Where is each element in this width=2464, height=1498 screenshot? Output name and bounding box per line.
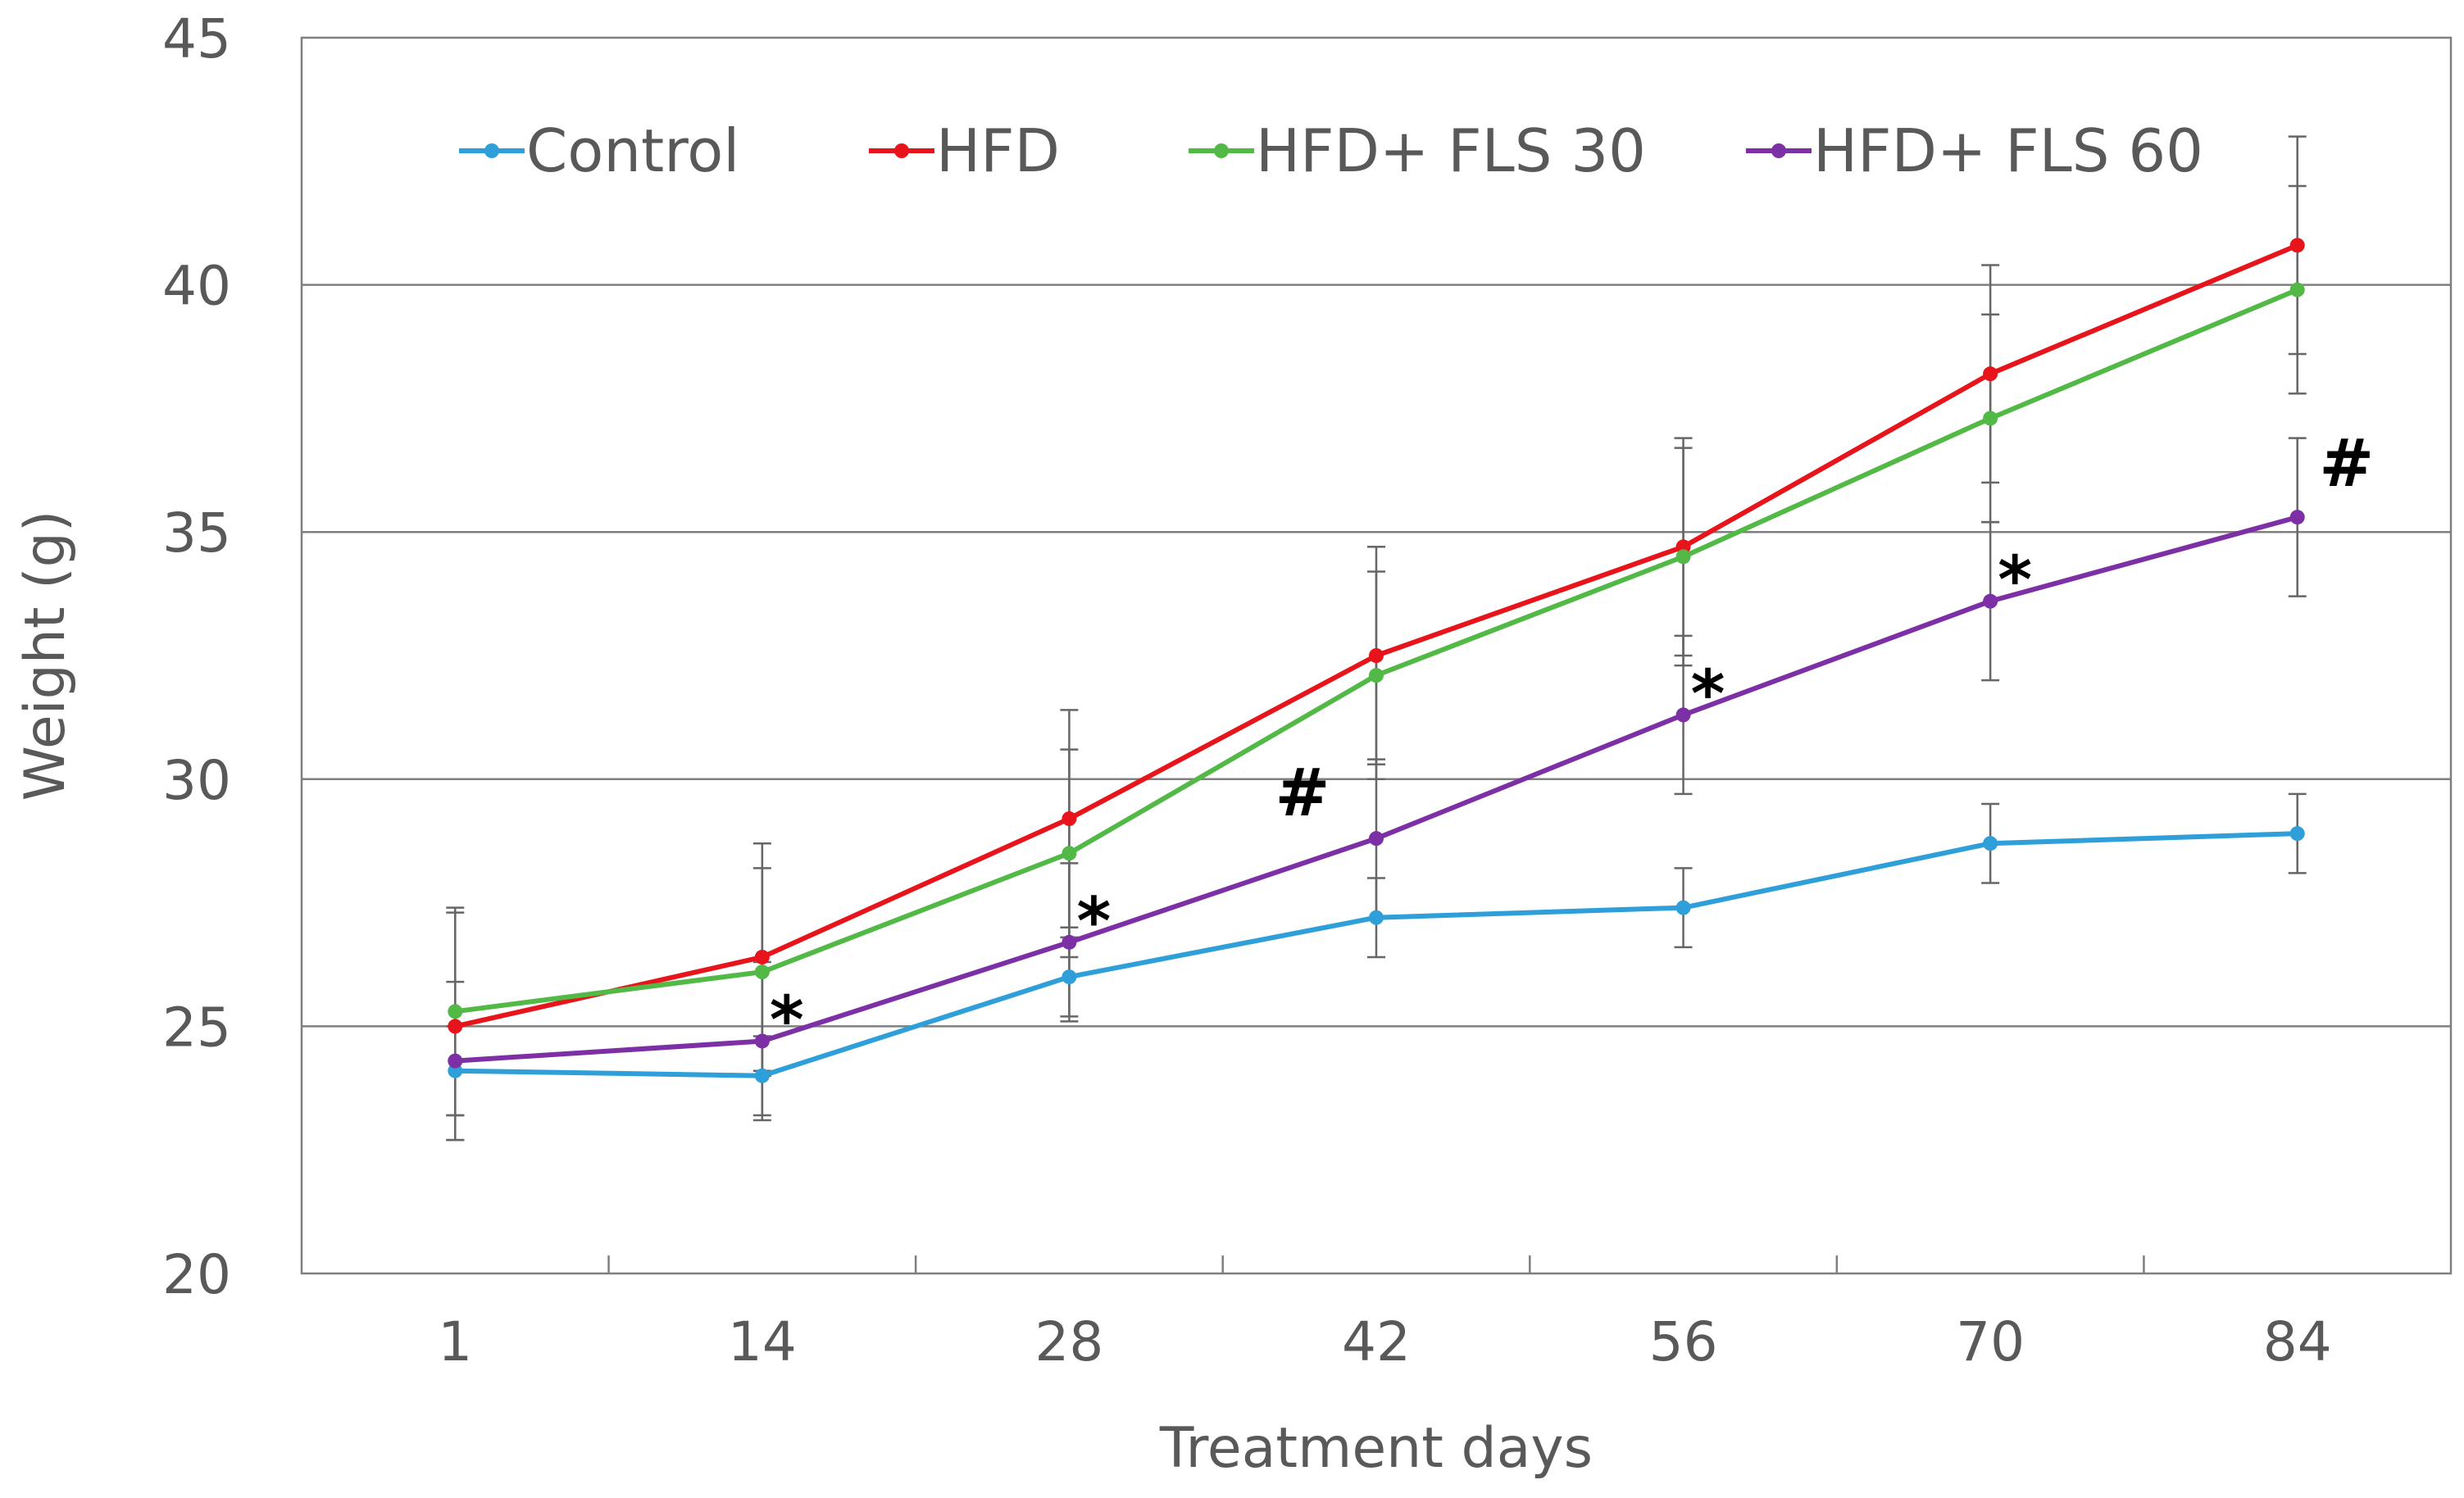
significance-marker: # <box>2319 425 2374 502</box>
x-tick-label: 56 <box>1649 1310 1718 1373</box>
data-point-hfd-fls-30 <box>448 1004 463 1019</box>
y-tick-label: 45 <box>162 7 231 70</box>
plot-frame <box>300 36 2453 1275</box>
data-point-control <box>1675 900 1691 915</box>
significance-marker: * <box>1077 883 1112 960</box>
data-point-control <box>2289 826 2305 842</box>
significance-marker: # <box>1275 755 1330 831</box>
series-lines <box>448 238 2305 1083</box>
data-point-hfd-fls-60 <box>2289 510 2305 525</box>
legend-label: HFD+ FLS 30 <box>1256 116 1646 185</box>
data-point-hfd <box>1983 366 1998 382</box>
legend-swatch-marker <box>1214 143 1229 158</box>
data-point-hfd-fls-60 <box>1983 593 1998 609</box>
x-tick-label: 1 <box>438 1310 472 1373</box>
y-tick-label: 20 <box>162 1243 231 1306</box>
data-point-hfd-fls-30 <box>754 965 770 980</box>
data-point-hfd-fls-60 <box>1675 707 1691 723</box>
legend-label: HFD <box>936 116 1060 185</box>
x-tick-label: 70 <box>1956 1310 2025 1373</box>
legend: Control HFD HFD+ FLS 30 HFD+ FLS 60 <box>459 116 2203 185</box>
grid-lines <box>302 284 2451 1028</box>
significance-annotations: * * # * * # <box>770 425 2374 1058</box>
error-bars <box>446 135 2307 1142</box>
data-point-hfd-fls-60 <box>1062 934 1077 950</box>
y-axis-title: Weight (g) <box>13 511 78 801</box>
x-tick-label: 42 <box>1342 1310 1411 1373</box>
data-point-hfd-fls-30 <box>1675 549 1691 565</box>
legend-swatch-marker <box>894 143 909 158</box>
x-tick-label: 28 <box>1034 1310 1103 1373</box>
data-point-hfd <box>1369 648 1384 663</box>
legend-label: Control <box>526 116 739 185</box>
data-point-hfd-fls-60 <box>1369 831 1384 847</box>
axes: 20 25 30 35 40 45 1 14 28 42 56 70 84 <box>162 7 2453 1373</box>
data-point-hfd <box>1062 811 1077 827</box>
y-tick-label: 25 <box>162 996 231 1059</box>
data-point-hfd-fls-30 <box>1369 668 1384 683</box>
significance-marker: * <box>1998 542 2032 619</box>
legend-swatch-marker <box>1771 143 1786 158</box>
x-tick-label: 84 <box>2263 1310 2332 1373</box>
x-axis-title: Treatment days <box>1159 1416 1593 1481</box>
y-tick-label: 35 <box>162 502 231 565</box>
data-point-control <box>1062 969 1077 985</box>
data-point-hfd <box>2289 238 2305 253</box>
data-point-control <box>754 1068 770 1083</box>
x-tick-label: 14 <box>728 1310 797 1373</box>
data-point-hfd-fls-30 <box>1983 411 1998 426</box>
data-point-control <box>1983 836 1998 851</box>
significance-marker: * <box>1691 656 1725 732</box>
data-point-hfd <box>448 1019 463 1034</box>
data-point-hfd-fls-60 <box>754 1033 770 1049</box>
data-point-hfd-fls-30 <box>1062 846 1077 861</box>
y-tick-label: 40 <box>162 255 231 318</box>
data-point-hfd-fls-30 <box>2289 282 2305 297</box>
data-point-control <box>1369 910 1384 925</box>
data-point-hfd <box>754 949 770 965</box>
legend-label: HFD+ FLS 60 <box>1813 116 2203 185</box>
legend-swatch-marker <box>484 143 499 158</box>
data-point-hfd-fls-60 <box>448 1053 463 1069</box>
significance-marker: * <box>770 982 804 1058</box>
y-tick-label: 30 <box>162 749 231 812</box>
